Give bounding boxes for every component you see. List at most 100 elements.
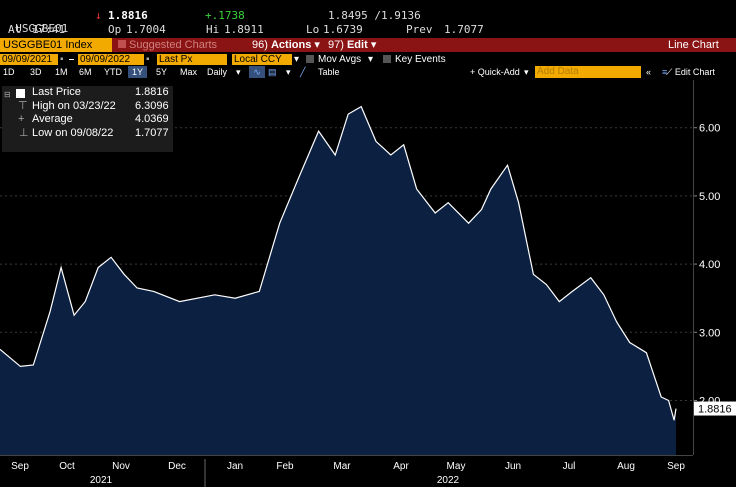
ticker: USGGBE01 <box>15 22 69 35</box>
price-area <box>0 106 676 455</box>
low-marker-icon: ⊥ <box>19 126 29 139</box>
time-label: At <box>8 23 22 36</box>
frequency-select[interactable]: Daily <box>207 67 228 77</box>
last-value-tag: 1.8816 <box>694 401 736 416</box>
chevron-down-icon[interactable]: ▾ <box>368 54 374 65</box>
edit-menu[interactable]: 97) Edit ▾ <box>328 39 377 51</box>
chart-style-icon[interactable]: ▤ <box>268 67 277 77</box>
start-date-field[interactable]: 09/09/2021 <box>0 54 58 65</box>
period-6m[interactable]: 6M <box>79 67 92 77</box>
quote-line-1: USGGBE01 <box>2 9 68 35</box>
y-tick-label: 3.00 <box>699 327 720 339</box>
key-events-label[interactable]: Key Events <box>395 54 446 65</box>
chevron-down-icon[interactable]: ▾ <box>286 67 291 77</box>
chevron-down-icon: ▾ <box>314 39 320 51</box>
period-1y[interactable]: 1Y <box>128 66 148 78</box>
y-tick-label: 5.00 <box>699 191 720 203</box>
suggested-charts-icon <box>118 40 126 48</box>
x-tick-label: Sep <box>11 461 29 472</box>
price-chart[interactable]: 2.003.004.005.006.00 Sep Oct Nov Dec Jan Feb M… <box>0 80 736 487</box>
period-ytd[interactable]: YTD <box>104 67 122 77</box>
x-tick-label: Nov <box>112 461 130 472</box>
open-label: Op <box>108 23 122 36</box>
security-name: USGGBE01 Index <box>3 39 93 51</box>
table-button[interactable]: Table <box>318 67 340 77</box>
x-tick-label: May <box>447 461 466 472</box>
x-tick-label: Jul <box>563 461 576 472</box>
period-5y[interactable]: 5Y <box>156 67 168 77</box>
x-tick-label: Sep <box>667 461 685 472</box>
legend-low: ⊥ Low on 09/08/22 1.7077 <box>19 126 169 139</box>
legend: ⊟ Last Price 1.8816 ⊤ High on 03/23/22 6… <box>2 86 173 152</box>
period-1m[interactable]: 1M <box>55 67 68 77</box>
y-tick-label: 6.00 <box>699 123 720 135</box>
x-tick-label: Feb <box>276 461 294 472</box>
high-marker-icon: ⊤ <box>18 99 28 112</box>
calendar-icon[interactable]: ▪ <box>146 54 150 65</box>
x-tick-label: Jun <box>505 461 521 472</box>
chart-type: Line Chart <box>668 39 719 51</box>
legend-average: + Average 4.0369 <box>18 113 169 125</box>
edit-chart-button[interactable]: ⟋ Edit Chart <box>666 67 715 77</box>
line-swatch-icon <box>16 89 25 98</box>
average-marker-icon: + <box>18 113 25 125</box>
security-box[interactable]: USGGBE01 Index <box>0 38 112 52</box>
y-axis: 2.003.004.005.006.00 <box>693 123 720 407</box>
date-separator <box>69 59 74 60</box>
price-field-select[interactable]: Last Px <box>157 54 227 65</box>
x-year-label: 2021 <box>90 475 113 486</box>
direction-arrow-icon: ↓ <box>95 9 102 22</box>
y-tick-label: 4.00 <box>699 259 720 271</box>
add-data-input[interactable]: Add Data <box>535 66 641 78</box>
x-axis-line <box>0 455 693 456</box>
x-tick-label: Jan <box>227 461 243 472</box>
x-tick-label: Mar <box>333 461 351 472</box>
quick-add-button[interactable]: + Quick-Add <box>470 67 520 77</box>
last-price: 1.8816 <box>108 9 148 22</box>
x-tick-label: Aug <box>617 461 635 472</box>
bid-ask: 1.8495 /1.9136 <box>328 9 421 22</box>
period-3d[interactable]: 3D <box>30 67 42 77</box>
currency-select[interactable]: Local CCY <box>232 54 292 65</box>
price-line <box>0 105 677 421</box>
time: 17:41 <box>32 23 66 36</box>
prev-label: Prev <box>406 23 433 36</box>
low-label: Lo <box>306 23 320 36</box>
y-axis-line <box>693 80 694 455</box>
title-bar: USGGBE01 Index Suggested Charts 96) Acti… <box>0 38 736 52</box>
legend-last: ⊟ Last Price 1.8816 <box>2 86 173 100</box>
collapse-icon[interactable]: « <box>646 67 652 77</box>
x-axis: Sep Oct Nov Dec Jan Feb Mar Apr May Jun Jul Aug Sep 2… <box>11 459 685 487</box>
high-label: Hi <box>206 23 220 36</box>
legend-high: ⊤ High on 03/23/22 6.3096 <box>18 99 169 112</box>
x-tick-label: Apr <box>393 461 409 472</box>
end-date-field[interactable]: 09/09/2022 <box>78 54 144 65</box>
x-tick-label: Dec <box>168 461 186 472</box>
prev-value: 1.7077 <box>444 23 484 36</box>
calendar-icon[interactable]: ▪ <box>60 54 64 65</box>
suggested-charts-button[interactable]: Suggested Charts <box>118 38 217 52</box>
x-year-label: 2022 <box>437 475 460 486</box>
low-value: 1.6739 <box>323 23 363 36</box>
mov-avgs-checkbox[interactable] <box>306 55 314 63</box>
high-value: 1.8911 <box>224 23 264 36</box>
period-max[interactable]: Max <box>180 67 198 77</box>
key-events-checkbox[interactable] <box>383 55 391 63</box>
last-value-tag-label: 1.8816 <box>698 404 732 416</box>
open-value: 1.7004 <box>126 23 166 36</box>
chevron-down-icon[interactable]: ▾ <box>236 67 241 77</box>
chevron-down-icon: ▾ <box>370 39 377 51</box>
mov-avgs-label[interactable]: Mov Avgs <box>318 54 362 65</box>
draw-tool-icon[interactable]: ╱ <box>300 67 306 77</box>
actions-menu[interactable]: 96) Actions ▾ <box>252 39 320 51</box>
period-1d[interactable]: 1D <box>3 67 15 77</box>
collapse-icon[interactable]: ⊟ <box>4 90 11 99</box>
x-tick-label: Oct <box>59 461 75 472</box>
settings-icon[interactable]: ≡ <box>662 67 668 77</box>
edit-chart-icon: ⟋ <box>666 67 673 77</box>
last-value-tag-box <box>694 401 736 416</box>
line-chart-icon[interactable]: ∿ <box>249 66 265 78</box>
net-change: +.1738 <box>205 9 245 22</box>
chevron-down-icon[interactable]: ▾ <box>294 54 300 65</box>
chevron-down-icon[interactable]: ▾ <box>524 67 529 77</box>
